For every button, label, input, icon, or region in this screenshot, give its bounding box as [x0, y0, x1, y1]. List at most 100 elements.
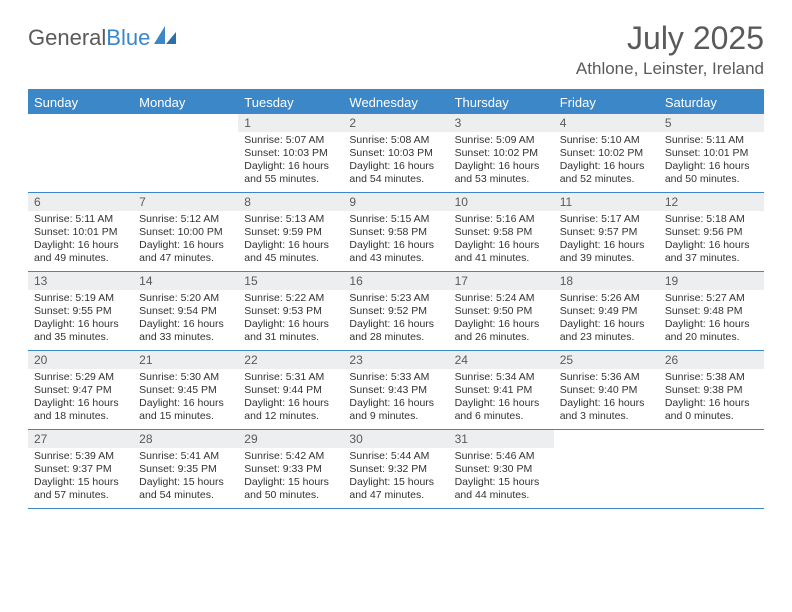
calendar-page: GeneralBlue July 2025 Athlone, Leinster,… [0, 0, 792, 529]
day-details: Sunrise: 5:11 AMSunset: 10:01 PMDaylight… [28, 211, 133, 270]
calendar-week: 1Sunrise: 5:07 AMSunset: 10:03 PMDayligh… [28, 114, 764, 193]
calendar-cell: 5Sunrise: 5:11 AMSunset: 10:01 PMDayligh… [659, 114, 764, 192]
day-number: 19 [659, 272, 764, 290]
day-number: 22 [238, 351, 343, 369]
day-details: Sunrise: 5:07 AMSunset: 10:03 PMDaylight… [238, 132, 343, 191]
calendar-cell: 23Sunrise: 5:33 AMSunset: 9:43 PMDayligh… [343, 351, 448, 429]
dow-header: Friday [554, 91, 659, 114]
calendar-cell: 15Sunrise: 5:22 AMSunset: 9:53 PMDayligh… [238, 272, 343, 350]
brand-part2: Blue [106, 27, 150, 49]
day-details: Sunrise: 5:36 AMSunset: 9:40 PMDaylight:… [554, 369, 659, 428]
calendar-cell: 29Sunrise: 5:42 AMSunset: 9:33 PMDayligh… [238, 430, 343, 508]
day-number: 4 [554, 114, 659, 132]
day-details: Sunrise: 5:46 AMSunset: 9:30 PMDaylight:… [449, 448, 554, 507]
day-details: Sunrise: 5:33 AMSunset: 9:43 PMDaylight:… [343, 369, 448, 428]
calendar-cell [133, 114, 238, 192]
day-details: Sunrise: 5:23 AMSunset: 9:52 PMDaylight:… [343, 290, 448, 349]
day-details: Sunrise: 5:31 AMSunset: 9:44 PMDaylight:… [238, 369, 343, 428]
day-number: 1 [238, 114, 343, 132]
day-details: Sunrise: 5:26 AMSunset: 9:49 PMDaylight:… [554, 290, 659, 349]
day-details: Sunrise: 5:39 AMSunset: 9:37 PMDaylight:… [28, 448, 133, 507]
day-number: 30 [343, 430, 448, 448]
calendar-cell: 26Sunrise: 5:38 AMSunset: 9:38 PMDayligh… [659, 351, 764, 429]
dow-header: Saturday [659, 91, 764, 114]
calendar-cell: 24Sunrise: 5:34 AMSunset: 9:41 PMDayligh… [449, 351, 554, 429]
calendar-cell [554, 430, 659, 508]
day-number: 7 [133, 193, 238, 211]
day-details: Sunrise: 5:24 AMSunset: 9:50 PMDaylight:… [449, 290, 554, 349]
calendar-cell: 2Sunrise: 5:08 AMSunset: 10:03 PMDayligh… [343, 114, 448, 192]
day-number: 6 [28, 193, 133, 211]
calendar-cell: 7Sunrise: 5:12 AMSunset: 10:00 PMDayligh… [133, 193, 238, 271]
day-number: 2 [343, 114, 448, 132]
calendar-cell: 21Sunrise: 5:30 AMSunset: 9:45 PMDayligh… [133, 351, 238, 429]
calendar-cell: 4Sunrise: 5:10 AMSunset: 10:02 PMDayligh… [554, 114, 659, 192]
calendar-cell: 11Sunrise: 5:17 AMSunset: 9:57 PMDayligh… [554, 193, 659, 271]
dow-header: Sunday [28, 91, 133, 114]
dow-row: SundayMondayTuesdayWednesdayThursdayFrid… [28, 91, 764, 114]
brand-part1: General [28, 27, 106, 49]
title-block: July 2025 Athlone, Leinster, Ireland [576, 20, 764, 79]
day-details: Sunrise: 5:30 AMSunset: 9:45 PMDaylight:… [133, 369, 238, 428]
day-number: 20 [28, 351, 133, 369]
day-number: 18 [554, 272, 659, 290]
day-number: 21 [133, 351, 238, 369]
calendar-cell: 19Sunrise: 5:27 AMSunset: 9:48 PMDayligh… [659, 272, 764, 350]
calendar-cell: 22Sunrise: 5:31 AMSunset: 9:44 PMDayligh… [238, 351, 343, 429]
calendar-week: 13Sunrise: 5:19 AMSunset: 9:55 PMDayligh… [28, 272, 764, 351]
page-subtitle: Athlone, Leinster, Ireland [576, 59, 764, 79]
day-number: 5 [659, 114, 764, 132]
day-details: Sunrise: 5:41 AMSunset: 9:35 PMDaylight:… [133, 448, 238, 507]
header: GeneralBlue July 2025 Athlone, Leinster,… [28, 20, 764, 79]
day-details: Sunrise: 5:15 AMSunset: 9:58 PMDaylight:… [343, 211, 448, 270]
calendar-cell: 31Sunrise: 5:46 AMSunset: 9:30 PMDayligh… [449, 430, 554, 508]
calendar-cell: 25Sunrise: 5:36 AMSunset: 9:40 PMDayligh… [554, 351, 659, 429]
day-details: Sunrise: 5:16 AMSunset: 9:58 PMDaylight:… [449, 211, 554, 270]
day-number: 26 [659, 351, 764, 369]
day-number: 28 [133, 430, 238, 448]
day-number: 31 [449, 430, 554, 448]
day-details: Sunrise: 5:08 AMSunset: 10:03 PMDaylight… [343, 132, 448, 191]
calendar-cell: 17Sunrise: 5:24 AMSunset: 9:50 PMDayligh… [449, 272, 554, 350]
calendar-cell: 14Sunrise: 5:20 AMSunset: 9:54 PMDayligh… [133, 272, 238, 350]
calendar-cell: 13Sunrise: 5:19 AMSunset: 9:55 PMDayligh… [28, 272, 133, 350]
day-number: 12 [659, 193, 764, 211]
day-number: 17 [449, 272, 554, 290]
day-number: 24 [449, 351, 554, 369]
day-details: Sunrise: 5:38 AMSunset: 9:38 PMDaylight:… [659, 369, 764, 428]
calendar-cell: 8Sunrise: 5:13 AMSunset: 9:59 PMDaylight… [238, 193, 343, 271]
dow-header: Monday [133, 91, 238, 114]
day-number: 9 [343, 193, 448, 211]
day-details: Sunrise: 5:22 AMSunset: 9:53 PMDaylight:… [238, 290, 343, 349]
day-details: Sunrise: 5:12 AMSunset: 10:00 PMDaylight… [133, 211, 238, 270]
day-number: 27 [28, 430, 133, 448]
day-details: Sunrise: 5:20 AMSunset: 9:54 PMDaylight:… [133, 290, 238, 349]
calendar-cell: 10Sunrise: 5:16 AMSunset: 9:58 PMDayligh… [449, 193, 554, 271]
calendar-cell: 27Sunrise: 5:39 AMSunset: 9:37 PMDayligh… [28, 430, 133, 508]
calendar-week: 27Sunrise: 5:39 AMSunset: 9:37 PMDayligh… [28, 430, 764, 509]
day-number: 13 [28, 272, 133, 290]
page-title: July 2025 [576, 20, 764, 57]
calendar-cell [659, 430, 764, 508]
calendar-week: 6Sunrise: 5:11 AMSunset: 10:01 PMDayligh… [28, 193, 764, 272]
day-number: 3 [449, 114, 554, 132]
brand-logo: GeneralBlue [28, 26, 176, 50]
calendar-cell: 3Sunrise: 5:09 AMSunset: 10:02 PMDayligh… [449, 114, 554, 192]
calendar-cell: 6Sunrise: 5:11 AMSunset: 10:01 PMDayligh… [28, 193, 133, 271]
day-details: Sunrise: 5:09 AMSunset: 10:02 PMDaylight… [449, 132, 554, 191]
calendar-cell: 16Sunrise: 5:23 AMSunset: 9:52 PMDayligh… [343, 272, 448, 350]
calendar-cell: 20Sunrise: 5:29 AMSunset: 9:47 PMDayligh… [28, 351, 133, 429]
day-details: Sunrise: 5:27 AMSunset: 9:48 PMDaylight:… [659, 290, 764, 349]
calendar: SundayMondayTuesdayWednesdayThursdayFrid… [28, 89, 764, 509]
calendar-week: 20Sunrise: 5:29 AMSunset: 9:47 PMDayligh… [28, 351, 764, 430]
day-number: 10 [449, 193, 554, 211]
day-details: Sunrise: 5:11 AMSunset: 10:01 PMDaylight… [659, 132, 764, 191]
day-details: Sunrise: 5:10 AMSunset: 10:02 PMDaylight… [554, 132, 659, 191]
day-details: Sunrise: 5:17 AMSunset: 9:57 PMDaylight:… [554, 211, 659, 270]
calendar-cell: 18Sunrise: 5:26 AMSunset: 9:49 PMDayligh… [554, 272, 659, 350]
day-number: 11 [554, 193, 659, 211]
dow-header: Wednesday [343, 91, 448, 114]
calendar-cell [28, 114, 133, 192]
day-number: 23 [343, 351, 448, 369]
sail-icon [154, 26, 176, 50]
